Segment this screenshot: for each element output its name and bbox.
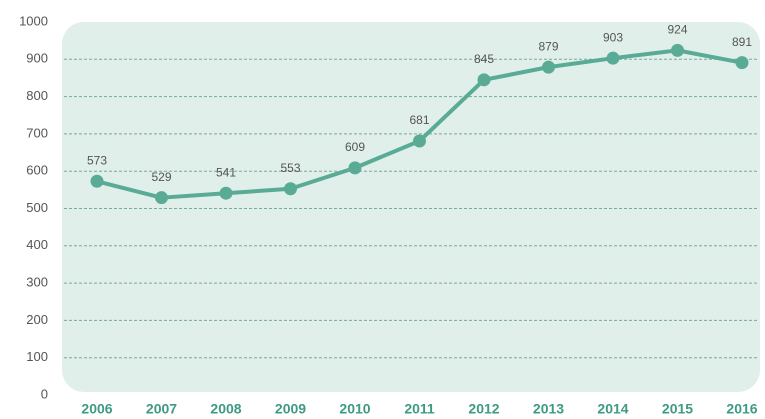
- data-label: 609: [345, 140, 365, 154]
- x-tick-label: 2013: [533, 401, 564, 417]
- y-tick-label: 500: [26, 200, 48, 215]
- chart: 0 100 200 300 400 500 600 700 800 900 1000 2006 2007…: [0, 0, 765, 419]
- plot-panel: [62, 22, 760, 392]
- y-tick-label: 100: [26, 349, 48, 364]
- data-label: 541: [216, 165, 236, 179]
- x-tick-label: 2014: [597, 401, 628, 417]
- data-point: [478, 73, 491, 86]
- x-tick-label: 2015: [662, 401, 693, 417]
- data-label: 891: [732, 35, 752, 49]
- data-label: 573: [87, 153, 107, 167]
- x-tick-label: 2012: [468, 401, 499, 417]
- y-tick-label: 700: [26, 125, 48, 140]
- page: {"chart_data": {"type": "line", "categor…: [0, 0, 765, 419]
- y-tick-label: 600: [26, 163, 48, 178]
- x-tick-label: 2006: [81, 401, 112, 417]
- data-label: 553: [280, 161, 300, 175]
- x-tick-label: 2009: [275, 401, 306, 417]
- x-tick-label: 2016: [726, 401, 757, 417]
- y-tick-label: 800: [26, 88, 48, 103]
- data-label: 903: [603, 30, 623, 44]
- x-tick-label: 2010: [339, 401, 370, 417]
- data-label: 681: [409, 113, 429, 127]
- y-tick-label: 0: [41, 386, 48, 401]
- x-tick-label: 2008: [210, 401, 241, 417]
- data-label: 529: [151, 170, 171, 184]
- y-tick-label: 1000: [19, 13, 48, 28]
- data-label: 924: [667, 23, 687, 37]
- y-tick-label: 400: [26, 237, 48, 252]
- data-point: [349, 161, 362, 174]
- x-tick-label: 2007: [146, 401, 177, 417]
- data-point: [155, 191, 168, 204]
- data-point: [542, 61, 555, 74]
- data-point: [736, 56, 749, 69]
- y-tick-label: 900: [26, 51, 48, 66]
- data-point: [91, 175, 104, 188]
- data-point: [220, 187, 233, 200]
- data-label: 845: [474, 52, 494, 66]
- data-point: [671, 44, 684, 57]
- data-label: 879: [538, 39, 558, 53]
- y-tick-label: 200: [26, 312, 48, 327]
- data-point: [284, 182, 297, 195]
- data-point: [607, 52, 620, 65]
- y-tick-label: 300: [26, 275, 48, 290]
- data-point: [413, 134, 426, 147]
- x-tick-label: 2011: [404, 401, 435, 417]
